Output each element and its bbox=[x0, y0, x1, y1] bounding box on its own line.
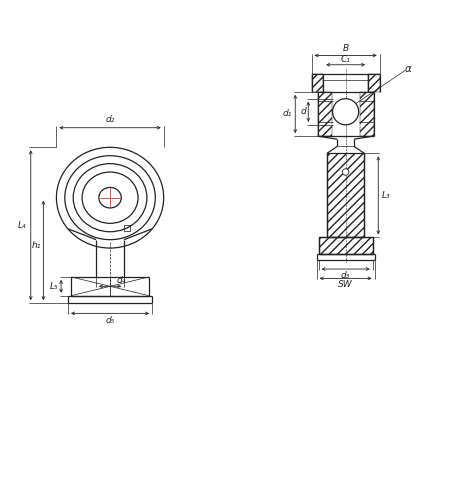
Bar bbox=[124, 225, 130, 231]
Circle shape bbox=[342, 169, 349, 175]
Text: h₁: h₁ bbox=[32, 241, 41, 250]
Text: d₂: d₂ bbox=[105, 115, 115, 124]
Bar bbox=[327, 153, 364, 237]
Bar bbox=[319, 237, 373, 254]
Text: B: B bbox=[343, 44, 349, 53]
Bar bbox=[318, 92, 332, 136]
Text: L₄: L₄ bbox=[18, 221, 27, 230]
Text: d₅: d₅ bbox=[105, 317, 115, 325]
Circle shape bbox=[333, 99, 359, 125]
Bar bbox=[360, 92, 374, 136]
Text: d₃: d₃ bbox=[341, 271, 350, 280]
Text: L₃: L₃ bbox=[381, 191, 390, 200]
Text: SW: SW bbox=[338, 280, 353, 289]
Bar bbox=[368, 74, 379, 92]
Text: d: d bbox=[301, 107, 306, 116]
Text: d₄: d₄ bbox=[117, 276, 126, 285]
Text: d₁: d₁ bbox=[283, 109, 292, 119]
Bar bbox=[312, 74, 323, 92]
Text: L₅: L₅ bbox=[50, 282, 59, 291]
Text: α: α bbox=[404, 64, 411, 75]
Text: C₁: C₁ bbox=[341, 55, 351, 64]
